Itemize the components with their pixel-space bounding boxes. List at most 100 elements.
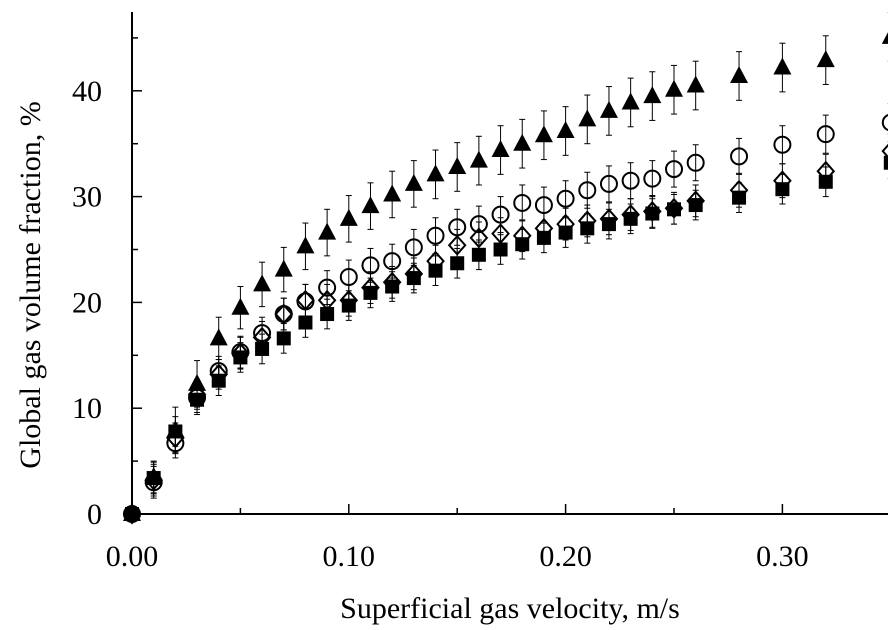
data-point-square-filled <box>818 174 833 189</box>
error-bar <box>627 162 634 200</box>
data-point-triangle-filled <box>426 164 445 182</box>
data-point-triangle-filled <box>578 109 597 127</box>
data-point-triangle-filled <box>881 32 888 44</box>
data-point-triangle-filled <box>665 79 683 97</box>
y-tick-label: 0 <box>87 498 102 531</box>
data-point-square-filled <box>363 285 378 300</box>
data-point-triangle-filled <box>491 140 510 158</box>
error-bar <box>519 184 526 222</box>
data-point-square-filled <box>190 392 205 407</box>
data-point-square-filled <box>601 217 616 232</box>
data-point-triangle-filled <box>383 184 402 202</box>
data-point-triangle-filled <box>621 92 640 110</box>
data-point-square-filled <box>450 256 465 271</box>
data-point-square-filled <box>125 507 139 521</box>
data-point-circle-open <box>686 153 705 172</box>
data-point-square-filled <box>883 155 888 170</box>
error-bar <box>692 144 699 182</box>
x-tick-label: 0.20 <box>539 540 592 573</box>
data-point-square-filled <box>341 298 356 313</box>
data-point-triangle-filled <box>318 222 337 240</box>
data-point-square-filled <box>623 211 638 226</box>
data-point-square-filled <box>732 190 747 205</box>
data-point-square-filled <box>493 242 508 257</box>
data-point-circle-open <box>578 181 597 200</box>
data-point-triangle-filled <box>816 50 835 68</box>
error-bar <box>736 137 743 175</box>
error-bar <box>822 114 829 154</box>
data-point-triangle-filled <box>513 133 532 151</box>
y-axis-label: Global gas volume fraction, % <box>14 101 47 468</box>
y-tick-label: 20 <box>72 286 102 319</box>
series-square-filled <box>125 146 888 521</box>
data-point-triangle-filled <box>231 297 250 315</box>
data-point-square-filled <box>298 315 313 330</box>
error-bar <box>779 125 786 165</box>
data-point-diamond-open <box>881 143 888 159</box>
data-point-triangle-filled <box>339 208 358 226</box>
data-point-triangle-filled <box>469 150 488 168</box>
x-axis-ticks: 0.00 0.10 0.20 0.30 <box>106 504 809 573</box>
data-point-circle-open <box>881 114 888 132</box>
data-point-square-filled <box>233 350 248 365</box>
data-point-circle-open <box>426 226 445 245</box>
data-series <box>122 12 888 525</box>
error-bar <box>605 165 612 203</box>
data-point-square-filled <box>406 271 421 286</box>
data-point-circle-open <box>599 174 618 193</box>
data-point-triangle-filled <box>404 173 423 191</box>
data-point-square-filled <box>146 471 161 486</box>
data-point-square-filled <box>775 182 790 197</box>
data-point-triangle-filled <box>296 236 315 254</box>
y-tick-label: 30 <box>72 181 102 214</box>
data-point-triangle-filled <box>253 274 272 292</box>
data-point-triangle-filled <box>361 196 380 214</box>
data-point-square-filled <box>667 202 681 217</box>
data-point-square-filled <box>211 373 226 388</box>
data-point-square-filled <box>536 230 551 245</box>
data-point-triangle-filled <box>643 86 662 104</box>
data-point-triangle-filled <box>599 100 618 118</box>
data-point-circle-open <box>556 189 575 208</box>
data-point-square-filled <box>688 198 703 213</box>
data-point-circle-open <box>643 169 662 188</box>
x-tick-label: 0.00 <box>106 540 159 573</box>
data-point-square-filled <box>558 225 573 240</box>
y-tick-label: 10 <box>72 392 102 425</box>
y-axis-ticks: 0 10 20 30 40 <box>72 37 142 531</box>
data-point-square-filled <box>385 279 400 294</box>
data-point-square-filled <box>645 206 660 221</box>
data-point-triangle-filled <box>274 259 293 277</box>
data-point-circle-open <box>404 238 423 257</box>
x-axis-label: Superficial gas velocity, m/s <box>340 592 680 625</box>
data-point-circle-open <box>816 125 835 144</box>
data-point-square-filled <box>276 331 291 346</box>
data-point-circle-open <box>665 160 683 179</box>
data-point-circle-open <box>513 193 532 212</box>
data-point-triangle-filled <box>556 121 575 139</box>
data-point-square-filled <box>255 341 270 356</box>
data-point-square-filled <box>320 307 335 322</box>
data-point-square-filled <box>515 237 530 252</box>
data-point-triangle-filled <box>773 57 792 75</box>
data-point-square-filled <box>428 263 443 278</box>
data-point-circle-open <box>773 135 792 154</box>
data-point-circle-open <box>621 171 640 190</box>
data-point-square-filled <box>168 424 183 439</box>
data-point-triangle-filled <box>448 156 467 174</box>
error-bar <box>584 171 591 209</box>
data-point-triangle-filled <box>534 125 553 143</box>
error-bar <box>649 160 656 198</box>
error-bar <box>671 150 677 188</box>
data-point-triangle-filled <box>730 65 749 83</box>
data-point-circle-open <box>730 147 749 166</box>
data-point-square-filled <box>580 221 595 236</box>
series-triangle-filled <box>123 12 888 521</box>
data-point-triangle-filled <box>686 75 705 93</box>
data-point-diamond-open <box>274 303 294 325</box>
data-point-triangle-filled <box>209 328 228 346</box>
plot-area <box>131 12 888 515</box>
x-tick-label: 0.30 <box>756 540 809 573</box>
x-tick-label: 0.10 <box>323 540 376 573</box>
